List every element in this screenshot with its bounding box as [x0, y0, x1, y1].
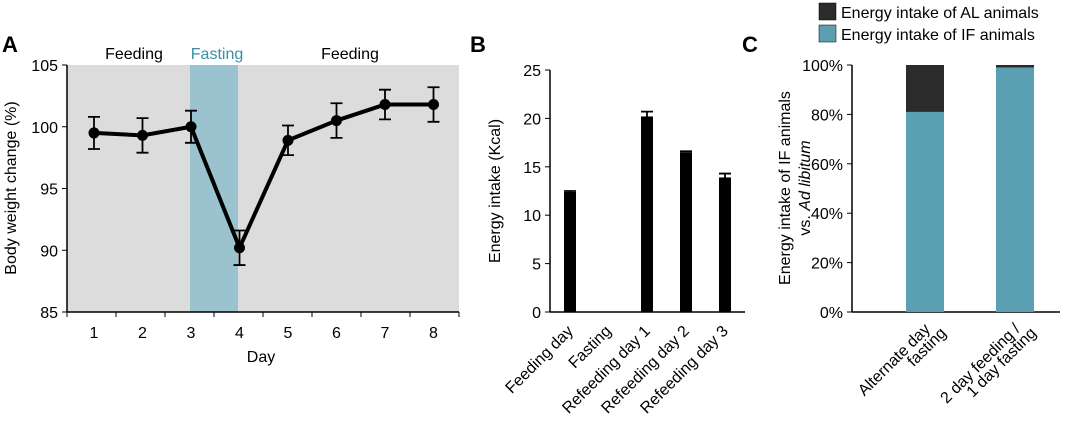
error-bar [680, 150, 692, 153]
x-tick-label: 7 [381, 325, 390, 342]
x-tick-label: 4 [235, 325, 244, 342]
y-axis-label-prefix: vs. [797, 211, 814, 236]
phase-label: Fasting [191, 46, 243, 63]
data-point [331, 115, 342, 127]
panel-label-c: C [742, 32, 758, 57]
legend-swatch [818, 24, 837, 43]
stacked-bar-segment [906, 65, 944, 112]
y-tick-label: 105 [31, 58, 58, 75]
y-tick-label: 0 [532, 305, 541, 322]
bar [641, 116, 653, 313]
data-point [428, 99, 439, 111]
bar [564, 191, 576, 312]
x-tick-label: 6 [332, 325, 341, 342]
y-tick-label: 100% [802, 58, 843, 75]
y-tick-label: 40% [811, 206, 843, 223]
x-tick-label: 8 [429, 325, 438, 342]
stacked-bar-segment [996, 65, 1034, 68]
plot-background [67, 65, 459, 312]
x-tick-label: 2 [138, 325, 147, 342]
panel-a-chart: Feeding Fasting Feeding 85 90 95 100 105 1 2 3 4 5 6 7… [3, 46, 460, 366]
data-point [234, 242, 245, 254]
error-bar [564, 190, 576, 192]
x-tick-label: 5 [284, 325, 293, 342]
error-bar [719, 172, 731, 178]
data-point [137, 129, 148, 141]
y-axis-label: Body weight change (%) [3, 101, 20, 274]
bar [680, 152, 692, 312]
y-axis-label-line1: Energy intake of IF animals [777, 91, 794, 285]
legend-label: Energy intake of AL animals [841, 5, 1039, 22]
y-tick-label: 25 [523, 63, 541, 80]
y-tick-label: 15 [523, 160, 541, 177]
y-tick-label: 0% [820, 305, 843, 322]
phase-label: Feeding [321, 46, 379, 63]
legend-swatch [818, 2, 837, 21]
y-axis-label: Energy intake (Kcal) [487, 119, 504, 263]
panel-label-a: A [2, 32, 18, 57]
y-tick-label: 80% [811, 107, 843, 124]
x-tick-label: 1 [90, 325, 99, 342]
y-tick-label: 60% [811, 157, 843, 174]
y-tick-label: 10 [523, 208, 541, 225]
y-tick-label: 95 [40, 182, 58, 199]
panel-label-b: B [470, 32, 486, 57]
panel-c-chart: Energy intake of AL animals Energy intake… [777, 2, 1060, 407]
phase-label: Feeding [105, 46, 163, 63]
y-tick-label: 100 [31, 120, 58, 137]
data-line [93, 102, 434, 250]
x-tick-label: 3 [187, 325, 196, 342]
legend-label: Energy intake of IF animals [841, 27, 1035, 44]
y-tick-label: 85 [40, 305, 58, 322]
error-bar [641, 110, 653, 117]
y-tick-label: 5 [532, 257, 541, 274]
y-tick-label: 90 [40, 243, 58, 260]
stacked-bar-segment [996, 67, 1034, 312]
x-axis-label: Day [247, 349, 275, 366]
data-point [88, 127, 100, 139]
data-point [185, 121, 197, 133]
data-point [282, 134, 294, 146]
data-point [379, 99, 391, 111]
y-tick-label: 20% [811, 256, 843, 273]
y-axis-label-italic: Ad libitum [797, 140, 814, 211]
stacked-bar-segment [906, 111, 944, 313]
y-tick-label: 20 [523, 111, 541, 128]
bar [719, 177, 731, 312]
y-axis-label-line2: vs. Ad libitum [797, 140, 814, 235]
